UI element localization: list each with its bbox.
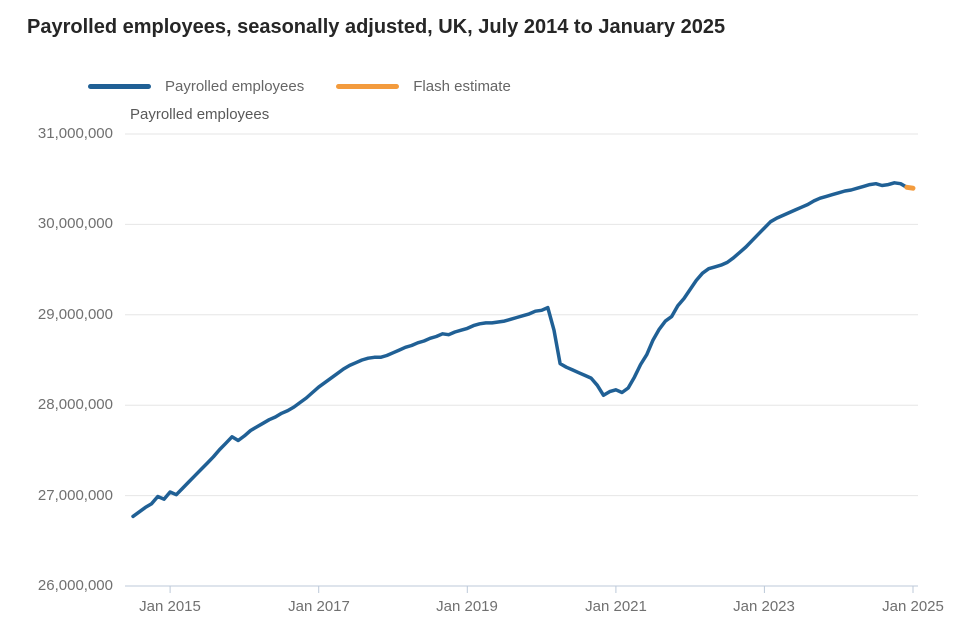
flash-estimate-line bbox=[904, 184, 916, 191]
x-tick-label: Jan 2015 bbox=[139, 598, 201, 615]
y-tick-label: 28,000,000 bbox=[37, 396, 113, 413]
payrolled-line-swatch bbox=[88, 83, 151, 89]
payrolled-series-line bbox=[131, 181, 909, 519]
axis-ticks bbox=[169, 586, 914, 593]
legend-item-payrolled: Payrolled employees bbox=[88, 78, 304, 95]
y-axis-title: Payrolled employees bbox=[130, 106, 270, 123]
x-tick-label: Jan 2017 bbox=[288, 598, 350, 615]
legend-label-payrolled: Payrolled employees bbox=[165, 77, 305, 95]
y-tick-label: 27,000,000 bbox=[37, 487, 113, 504]
x-tick-label: Jan 2021 bbox=[585, 598, 647, 615]
y-tick-label: 31,000,000 bbox=[37, 125, 113, 142]
x-tick-label: Jan 2019 bbox=[436, 598, 498, 615]
flash-line-swatch bbox=[336, 83, 400, 89]
y-tick-label: 29,000,000 bbox=[37, 306, 113, 323]
legend-label-flash: Flash estimate bbox=[413, 77, 511, 95]
y-tick-label: 26,000,000 bbox=[37, 577, 113, 594]
x-tick-label: Jan 2025 bbox=[882, 598, 944, 615]
x-tick-label: Jan 2023 bbox=[733, 598, 795, 615]
gridlines bbox=[125, 133, 918, 587]
y-tick-label: 30,000,000 bbox=[37, 215, 113, 232]
legend-item-flash: Flash estimate bbox=[336, 78, 511, 95]
chart-title: Payrolled employees, seasonally adjusted… bbox=[27, 16, 726, 38]
legend: Payrolled employees Flash estimate bbox=[88, 76, 511, 96]
